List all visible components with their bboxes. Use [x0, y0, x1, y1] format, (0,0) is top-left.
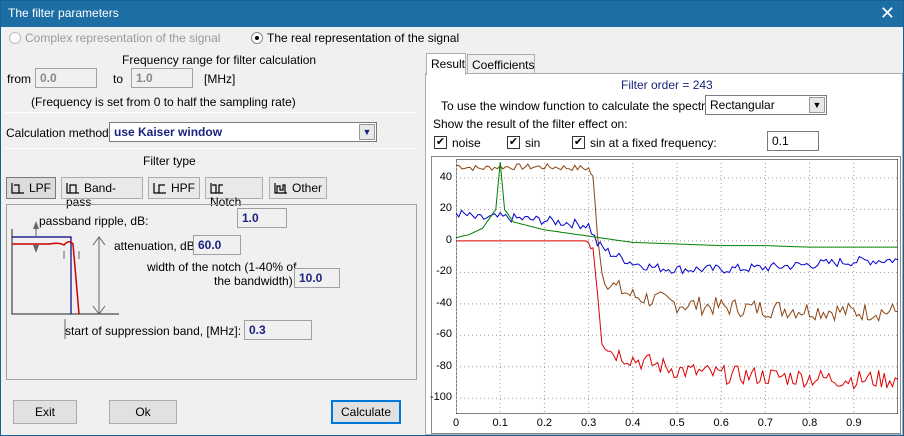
series-line-3 — [456, 240, 898, 390]
notch-label-1: width of the notch (1-40% of — [147, 260, 297, 274]
y-tick-label: -60 — [436, 328, 452, 341]
suppression-label: start of suppression band, [MHz]: — [65, 324, 242, 338]
from-label: from — [7, 72, 31, 86]
ripple-label: passband ripple, dB: — [39, 214, 149, 228]
fixed-frequency-input[interactable]: 0.1 — [767, 131, 819, 151]
filter-other-label: Other — [292, 181, 323, 195]
x-tick-label: 0.8 — [801, 417, 818, 429]
y-tick-label: 20 — [439, 202, 452, 215]
x-tick-label: 0.3 — [580, 417, 597, 429]
chevron-down-icon[interactable]: ▼ — [359, 124, 375, 140]
notch-field[interactable]: 10.0 — [294, 268, 340, 288]
x-tick-label: 0 — [452, 417, 460, 429]
window-select-value: Rectangular — [710, 98, 775, 112]
noise-checkbox[interactable]: ✔ — [434, 136, 447, 149]
hpf-icon — [153, 183, 166, 194]
title-bar: The filter parameters ✕ — [1, 1, 903, 27]
spectrum-chart — [456, 159, 898, 414]
x-tick-label: 0.9 — [846, 417, 862, 429]
sin-label: sin — [525, 136, 541, 150]
method-select-value: use Kaiser window — [114, 125, 223, 139]
method-select[interactable]: use Kaiser window ▼ — [109, 122, 377, 142]
attenuation-field[interactable]: 60.0 — [193, 235, 241, 255]
ripple-field[interactable]: 1.0 — [237, 208, 287, 228]
suppression-field[interactable]: 0.3 — [244, 320, 312, 340]
ok-button[interactable]: Ok — [109, 400, 177, 424]
freq-note: (Frequency is set from 0 to half the sam… — [31, 95, 296, 109]
x-tick-label: 0.2 — [536, 417, 553, 429]
radio-real-label: The real representation of the signal — [267, 31, 460, 45]
y-tick-label: 40 — [439, 170, 452, 183]
lpf-diagram — [11, 221, 119, 339]
y-tick-label: -40 — [436, 296, 452, 309]
fixed-sin-label: sin at a fixed frequency: — [590, 136, 717, 150]
fixed-sin-checkbox[interactable]: ✔ — [572, 136, 585, 149]
x-tick-label: 0.1 — [492, 417, 508, 429]
to-label: to — [113, 72, 124, 86]
calculate-button[interactable]: Calculate — [331, 400, 401, 424]
window-select[interactable]: Rectangular ▼ — [705, 95, 827, 115]
exit-button[interactable]: Exit — [13, 400, 77, 424]
filter-lpf-button[interactable]: LPF — [6, 177, 56, 199]
notch-label-2: the bandwidth) — [214, 274, 293, 288]
x-tick-label: 0.5 — [669, 417, 685, 429]
other-filter-icon — [274, 183, 287, 194]
noise-label: noise — [452, 136, 481, 150]
filter-other-button[interactable]: Other — [269, 177, 327, 199]
series-line-1 — [456, 209, 898, 275]
freq-unit: [MHz] — [204, 72, 236, 86]
x-tick-label: 0.4 — [625, 417, 641, 429]
filter-notch-button[interactable]: Notch — [205, 177, 263, 209]
radio-complex[interactable] — [9, 32, 21, 44]
filter-notch-label: Notch — [210, 195, 242, 209]
window-title: The filter parameters — [8, 6, 119, 20]
close-icon[interactable]: ✕ — [879, 3, 895, 23]
to-field[interactable]: 1.0 — [131, 68, 193, 88]
attenuation-label: attenuation, dB — [114, 239, 195, 253]
filter-order: Filter order = 243 — [621, 78, 713, 92]
y-tick-label: -100 — [429, 391, 452, 404]
x-tick-label: 0.7 — [757, 417, 774, 429]
sin-checkbox[interactable]: ✔ — [507, 136, 520, 149]
notch-icon — [210, 183, 223, 194]
window-label: To use the window function to calculate … — [441, 99, 726, 113]
filter-hpf-label: HPF — [171, 181, 195, 195]
divider — [5, 112, 417, 113]
y-tick-label: -80 — [436, 359, 452, 372]
radio-real[interactable] — [251, 32, 263, 44]
filter-type-header: Filter type — [143, 154, 196, 168]
series-line-2 — [456, 162, 898, 248]
chevron-down-icon[interactable]: ▼ — [809, 97, 825, 113]
y-tick-label: 0 — [445, 233, 452, 246]
bandpass-icon — [66, 183, 79, 194]
filter-lpf-label: LPF — [29, 181, 52, 195]
freq-header: Frequency range for filter calculation — [122, 53, 317, 67]
method-label: Calculation method: — [6, 126, 113, 140]
filter-bandpass-button[interactable]: Band-pass — [61, 177, 143, 209]
show-label: Show the result of the filter effect on: — [433, 117, 628, 131]
radio-complex-label: Complex representation of the signal — [25, 31, 221, 45]
from-field[interactable]: 0.0 — [35, 68, 97, 88]
filter-params-group — [6, 204, 417, 380]
divider — [5, 148, 417, 149]
tab-result[interactable]: Result — [426, 53, 466, 75]
lpf-icon — [11, 183, 24, 194]
filter-hpf-button[interactable]: HPF — [148, 177, 200, 199]
filter-bandpass-label: Band-pass — [66, 181, 117, 209]
series-line-0 — [456, 162, 898, 323]
tab-coefficients[interactable]: Coefficients — [467, 54, 535, 74]
x-tick-label: 0.6 — [713, 417, 729, 429]
y-tick-label: -20 — [436, 265, 452, 278]
